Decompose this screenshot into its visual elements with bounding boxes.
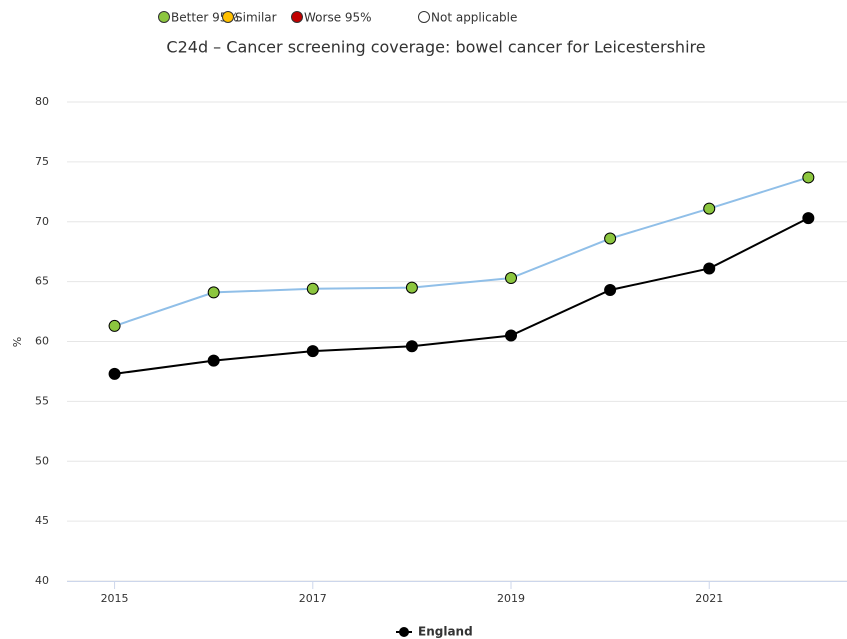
y-tick-label: 75 bbox=[35, 155, 49, 168]
data-point bbox=[604, 284, 617, 297]
data-point bbox=[306, 345, 319, 358]
legend-swatch bbox=[418, 11, 430, 23]
data-point bbox=[802, 212, 815, 225]
legend-swatch bbox=[222, 11, 234, 23]
data-point bbox=[802, 171, 815, 184]
data-point bbox=[405, 281, 418, 294]
x-tick-label: 2019 bbox=[497, 592, 525, 605]
series-line bbox=[114, 176, 809, 327]
y-tick-label: 45 bbox=[35, 514, 49, 527]
legend-swatch bbox=[399, 627, 409, 637]
y-axis-label: % bbox=[11, 337, 24, 347]
legend-label: Similar bbox=[235, 11, 277, 25]
x-tick-label: 2015 bbox=[101, 592, 129, 605]
data-point bbox=[703, 202, 716, 215]
data-point bbox=[405, 340, 418, 353]
legend-label: Worse 95% bbox=[304, 11, 372, 25]
y-tick-label: 50 bbox=[35, 454, 49, 467]
y-tick-label: 60 bbox=[35, 335, 49, 348]
legend-swatch bbox=[158, 11, 170, 23]
y-tick-label: 80 bbox=[35, 95, 49, 108]
legend-label: England bbox=[418, 625, 473, 639]
y-tick-label: 55 bbox=[35, 394, 49, 407]
data-point bbox=[703, 262, 716, 275]
y-tick-label: 70 bbox=[35, 215, 49, 228]
data-point bbox=[108, 319, 121, 332]
legend-swatch bbox=[291, 11, 303, 23]
legend-label: Better 95% bbox=[171, 11, 239, 25]
data-point bbox=[604, 232, 617, 245]
x-tick-label: 2021 bbox=[695, 592, 723, 605]
data-point bbox=[207, 286, 220, 299]
data-point bbox=[505, 272, 518, 285]
data-point bbox=[207, 354, 220, 367]
data-point bbox=[108, 367, 121, 380]
legend-label: Not applicable bbox=[431, 11, 517, 25]
y-tick-label: 65 bbox=[35, 275, 49, 288]
series-line bbox=[114, 217, 809, 375]
y-tick-label: 40 bbox=[35, 574, 49, 587]
data-point bbox=[306, 282, 319, 295]
x-tick-label: 2017 bbox=[299, 592, 327, 605]
chart-title: C24d – Cancer screening coverage: bowel … bbox=[166, 38, 705, 57]
data-point bbox=[505, 329, 518, 342]
